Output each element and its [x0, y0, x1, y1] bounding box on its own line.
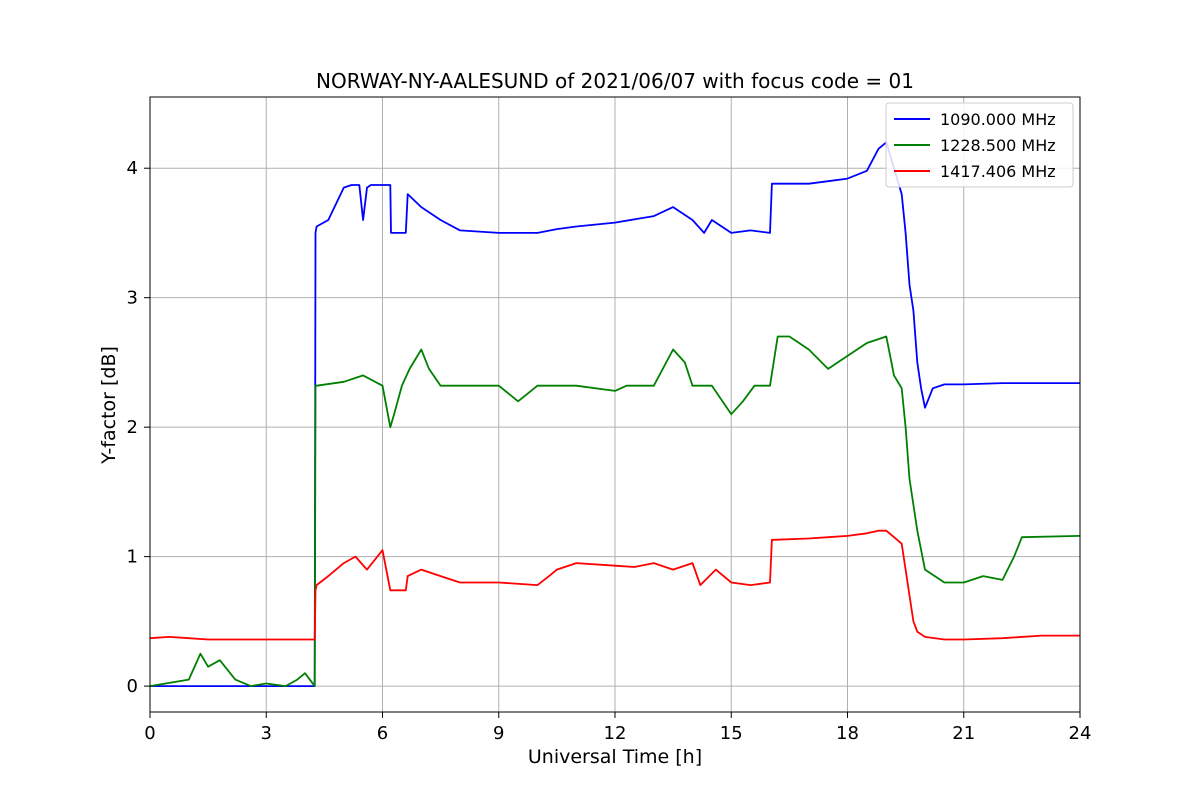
x-axis-label: Universal Time [h]: [528, 746, 702, 768]
x-tick-label: 9: [493, 723, 504, 744]
y-tick-label: 2: [127, 417, 138, 438]
legend-label: 1228.500 MHz: [940, 136, 1056, 155]
y-tick-label: 4: [127, 158, 138, 179]
legend: 1090.000 MHz 1228.500 MHz 1417.406 MHz: [885, 102, 1074, 188]
x-tick-label: 15: [720, 723, 743, 744]
series-line-3: [149, 529, 1080, 641]
y-tick-label: 0: [127, 676, 138, 697]
legend-label: 1417.406 MHz: [940, 162, 1056, 181]
x-tick-label: 21: [952, 723, 975, 744]
x-tick-label: 12: [604, 723, 627, 744]
y-tick-label: 1: [127, 547, 138, 568]
x-tick-label: 6: [377, 723, 388, 744]
y-axis-label: Y-factor [dB]: [98, 346, 120, 465]
series-lines: [149, 141, 1081, 687]
legend-box: [885, 102, 1074, 188]
series-line-2: [149, 335, 1081, 687]
legend-label: 1090.000 MHz: [940, 110, 1056, 129]
y-tick-label: 3: [127, 288, 138, 309]
x-tick-label: 24: [1069, 723, 1092, 744]
x-tick-label: 3: [261, 723, 272, 744]
series-line-1: [150, 141, 1080, 687]
chart-title: NORWAY-NY-AALESUND of 2021/06/07 with fo…: [316, 69, 914, 93]
x-tick-label: 18: [836, 723, 859, 744]
x-tick-label: 0: [144, 723, 155, 744]
